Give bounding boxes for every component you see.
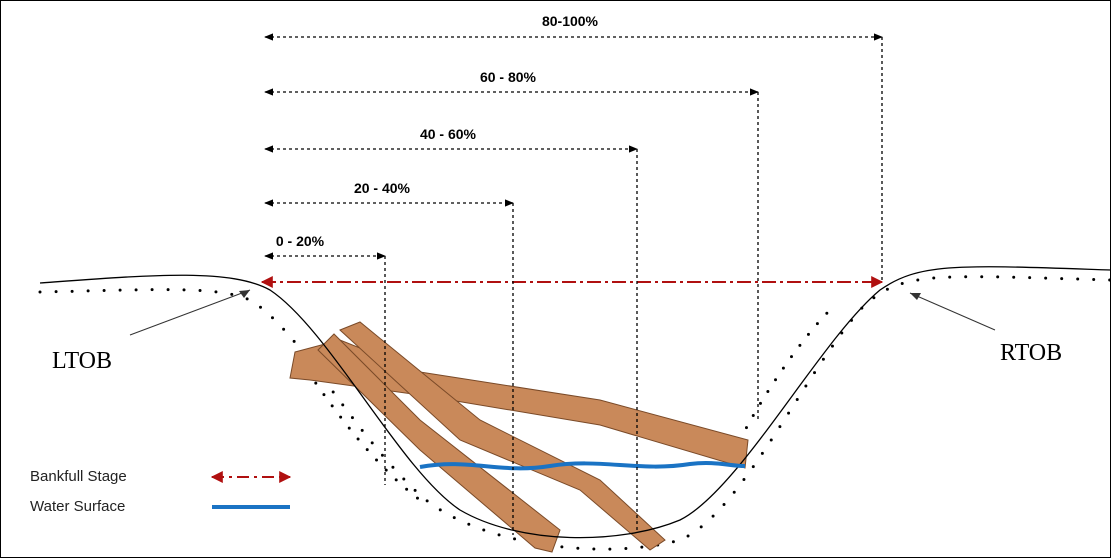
legend-label: Water Surface [30, 498, 125, 515]
range-label: 80-100% [542, 13, 599, 29]
range-label: 60 - 80% [480, 69, 537, 85]
range-label: 0 - 20% [276, 233, 325, 249]
legend-label: Bankfull Stage [30, 468, 127, 485]
range-label: 20 - 40% [354, 180, 411, 196]
diagram: 80-100% 60 - 80% 40 - 60% 20 - 40% 0 - 2… [0, 0, 1111, 558]
bank-label: LTOB [52, 348, 112, 374]
bank-label: RTOB [1000, 340, 1062, 366]
range-label: 40 - 60% [420, 126, 477, 142]
